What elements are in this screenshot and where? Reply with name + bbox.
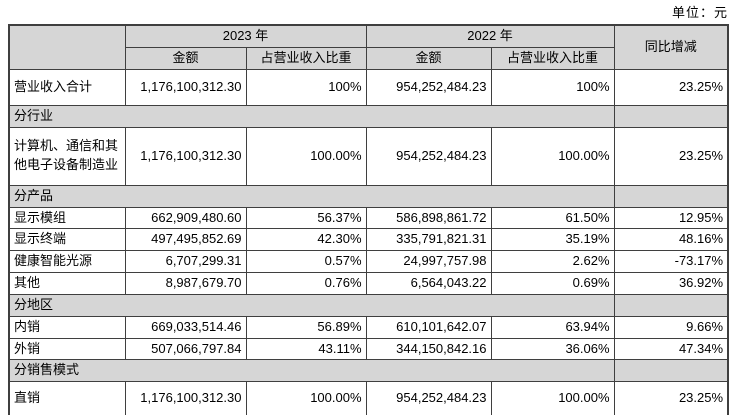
yoy-value: 12.95% [613, 206, 729, 230]
amount-2023: 6,707,299.31 [124, 250, 247, 274]
header-blank-cell [8, 24, 126, 70]
amount-2022: 610,101,642.07 [365, 315, 492, 339]
section-row: 分销售模式 [8, 359, 729, 383]
yoy-value: 23.25% [613, 68, 729, 106]
amount-2022: 344,150,842.16 [365, 337, 492, 361]
header-amount-2022: 金额 [365, 46, 492, 70]
section-label: 分销售模式 [8, 359, 615, 383]
yoy-value: 36.92% [613, 272, 729, 295]
row-label: 外销 [8, 337, 126, 361]
pct-2023: 100.00% [245, 126, 367, 186]
table-row: 健康智能光源 6,707,299.31 0.57% 24,997,757.98 … [8, 250, 729, 274]
amount-2022: 954,252,484.23 [365, 126, 492, 186]
pct-2023: 100% [245, 68, 367, 106]
amount-2023: 507,066,797.84 [124, 337, 247, 361]
yoy-value: 9.66% [613, 315, 729, 339]
section-row: 分地区 [8, 293, 729, 317]
section-empty-cell [613, 184, 729, 208]
pct-2023: 0.76% [245, 272, 367, 295]
header-row-metrics: 金额 占营业收入比重 金额 占营业收入比重 [9, 46, 728, 70]
revenue-breakdown-table: 2023 年 2022 年 同比增减 金额 占营业收入比重 金额 占营业收入比重… [8, 24, 730, 415]
row-label: 显示终端 [8, 228, 126, 252]
amount-2023: 8,987,679.70 [124, 272, 247, 295]
amount-2022: 954,252,484.23 [365, 381, 492, 415]
amount-2023: 1,176,100,312.30 [124, 126, 247, 186]
header-row-years: 2023 年 2022 年 同比增减 [8, 24, 729, 70]
pct-2022: 36.06% [490, 337, 615, 361]
amount-2022: 24,997,757.98 [365, 250, 492, 274]
row-label: 显示模组 [8, 206, 126, 230]
yoy-value: -73.17% [613, 250, 729, 274]
pct-2023: 0.57% [245, 250, 367, 274]
row-label: 健康智能光源 [8, 250, 126, 274]
row-label: 营业收入合计 [8, 68, 126, 106]
amount-2023: 1,176,100,312.30 [124, 68, 247, 106]
header-year-2023: 2023 年 [124, 24, 367, 48]
section-label: 分地区 [8, 293, 615, 317]
header-year-2022: 2022 年 [365, 24, 615, 48]
table-row: 直销 1,176,100,312.30 100.00% 954,252,484.… [8, 381, 729, 415]
pct-2022: 100% [490, 68, 615, 106]
table-row: 显示终端 497,495,852.69 42.30% 335,791,821.3… [8, 228, 729, 252]
header-pct-2022: 占营业收入比重 [490, 46, 615, 70]
section-empty-cell [613, 293, 729, 317]
pct-2022: 100.00% [490, 126, 615, 186]
yoy-value: 48.16% [613, 228, 729, 252]
header-amount-2023: 金额 [124, 46, 247, 70]
unit-label: 单位：元 [671, 5, 728, 20]
row-label: 计算机、通信和其他电子设备制造业 [8, 126, 126, 186]
yoy-value: 47.34% [613, 337, 729, 361]
amount-2022: 954,252,484.23 [365, 68, 492, 106]
amount-2023: 669,033,514.46 [124, 315, 247, 339]
pct-2022: 0.69% [490, 272, 615, 295]
yoy-value: 23.25% [613, 126, 729, 186]
table-row: 计算机、通信和其他电子设备制造业 1,176,100,312.30 100.00… [8, 126, 729, 186]
section-empty-cell [613, 104, 729, 128]
row-label: 直销 [8, 381, 126, 415]
amount-2023: 497,495,852.69 [124, 228, 247, 252]
section-row: 分产品 [8, 184, 729, 208]
pct-2023: 56.89% [245, 315, 367, 339]
pct-2022: 35.19% [490, 228, 615, 252]
pct-2022: 100.00% [490, 381, 615, 415]
section-empty-cell [613, 359, 729, 383]
table-row: 其他 8,987,679.70 0.76% 6,564,043.22 0.69%… [8, 272, 729, 295]
section-label: 分行业 [8, 104, 615, 128]
header-pct-2023: 占营业收入比重 [245, 46, 367, 70]
pct-2023: 42.30% [245, 228, 367, 252]
table-row: 显示模组 662,909,480.60 56.37% 586,898,861.7… [8, 206, 729, 230]
amount-2022: 6,564,043.22 [365, 272, 492, 295]
amount-2023: 662,909,480.60 [124, 206, 247, 230]
pct-2023: 43.11% [245, 337, 367, 361]
table-row: 内销 669,033,514.46 56.89% 610,101,642.07 … [8, 315, 729, 339]
section-label: 分产品 [8, 184, 615, 208]
amount-2023: 1,176,100,312.30 [124, 381, 247, 415]
row-label: 内销 [8, 315, 126, 339]
row-label: 其他 [8, 272, 126, 295]
table-row: 外销 507,066,797.84 43.11% 344,150,842.16 … [8, 337, 729, 361]
yoy-value: 23.25% [613, 381, 729, 415]
header-yoy: 同比增减 [613, 24, 729, 70]
section-row: 分行业 [8, 104, 729, 128]
table-row: 营业收入合计 1,176,100,312.30 100% 954,252,484… [8, 68, 729, 106]
pct-2022: 2.62% [490, 250, 615, 274]
pct-2022: 61.50% [490, 206, 615, 230]
pct-2023: 56.37% [245, 206, 367, 230]
amount-2022: 586,898,861.72 [365, 206, 492, 230]
pct-2022: 63.94% [490, 315, 615, 339]
pct-2023: 100.00% [245, 381, 367, 415]
amount-2022: 335,791,821.31 [365, 228, 492, 252]
